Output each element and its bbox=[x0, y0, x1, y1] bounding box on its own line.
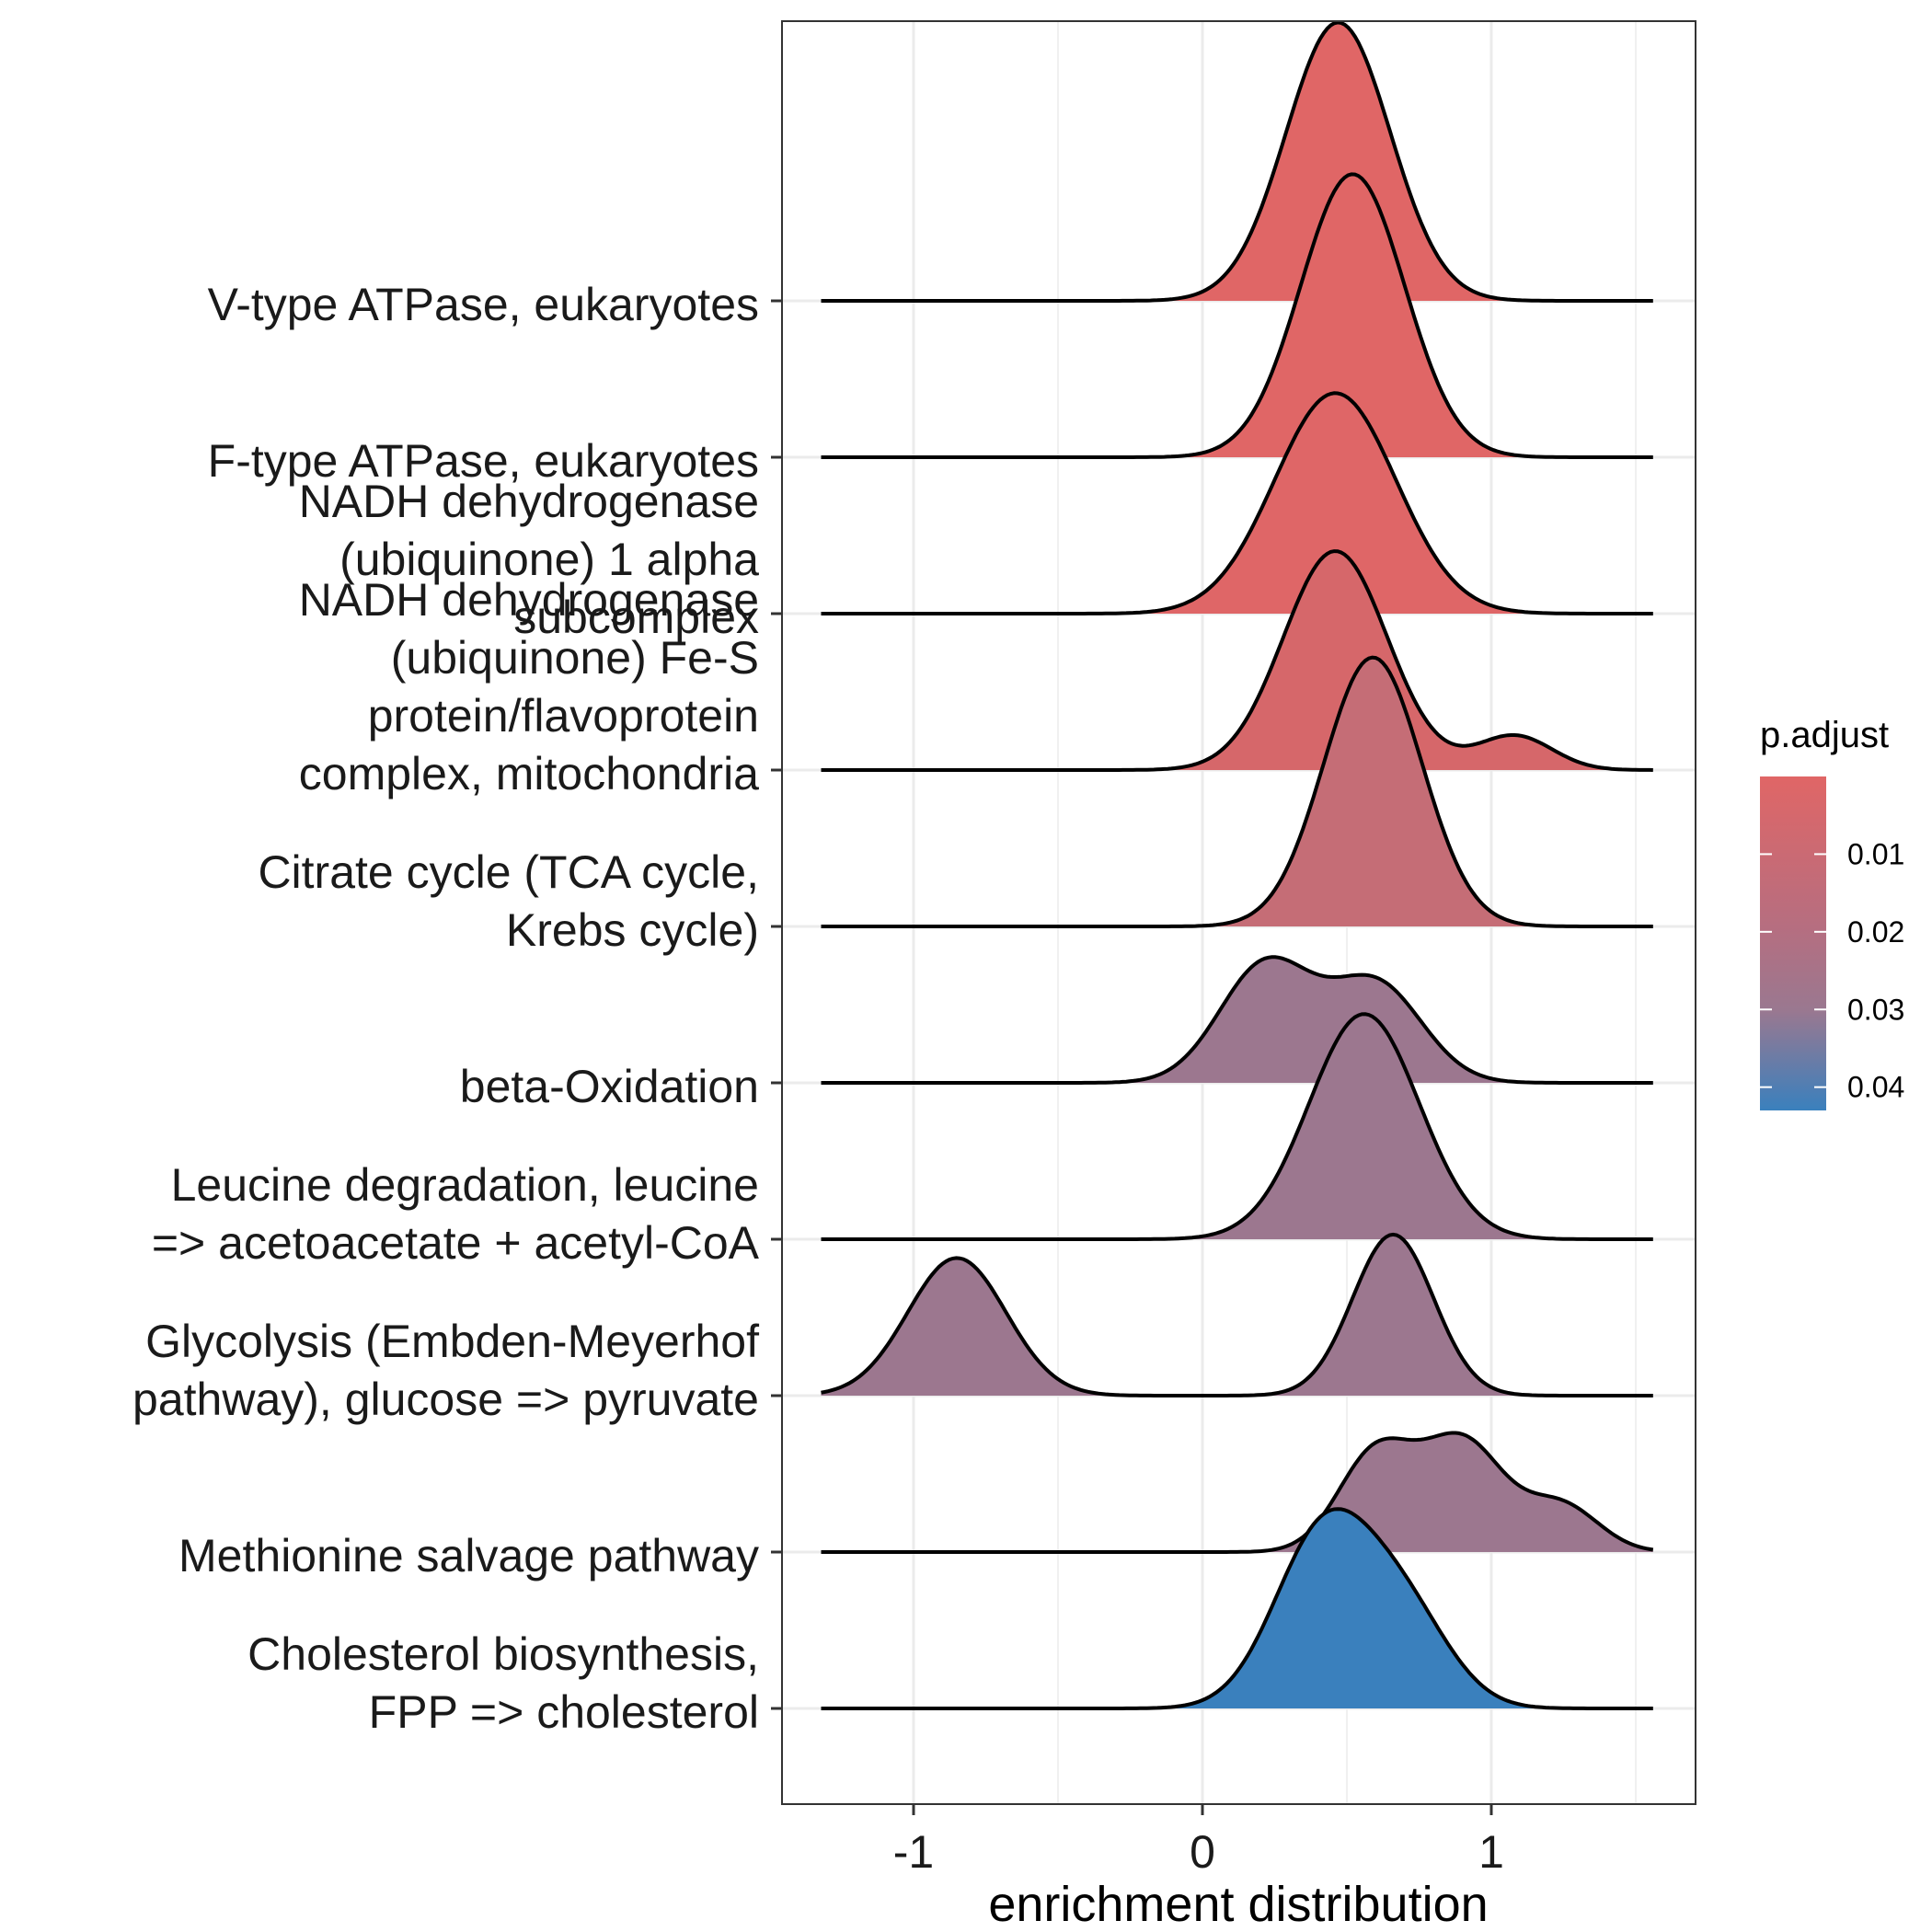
ridge-3 bbox=[821, 391, 1653, 615]
y-tick-label: Leucine degradation, leucine bbox=[171, 1159, 759, 1211]
y-tick-label: NADH dehydrogenase bbox=[299, 574, 759, 626]
y-tick-label: subcomplex bbox=[513, 592, 759, 643]
y-tick-label: pathway), glucose => pyruvate bbox=[132, 1374, 759, 1425]
ridges bbox=[821, 20, 1654, 1710]
x-tick-label: 0 bbox=[1190, 1826, 1215, 1878]
y-axis: V-type ATPase, eukaryotes F-type ATPase, … bbox=[132, 279, 782, 1738]
ridge-7 bbox=[821, 1012, 1653, 1241]
ridge-5 bbox=[821, 655, 1653, 928]
y-tick-label: protein/flavoprotein bbox=[368, 690, 759, 742]
legend-title: p.adjust bbox=[1760, 715, 1889, 755]
y-tick-label: FPP => cholesterol bbox=[369, 1686, 759, 1738]
ridge-outline bbox=[821, 1507, 1653, 1710]
y-tick-label: Krebs cycle) bbox=[506, 904, 759, 956]
ridge-1 bbox=[821, 20, 1653, 303]
ridge-8 bbox=[821, 1232, 1653, 1397]
y-tick-label: (ubiquinone) Fe-S bbox=[391, 632, 759, 684]
y-tick-label: Citrate cycle (TCA cycle, bbox=[258, 846, 759, 898]
ridge-outline bbox=[821, 391, 1653, 615]
ridge-fill bbox=[821, 393, 1653, 614]
ridge-outline bbox=[821, 955, 1653, 1085]
y-tick-label: V-type ATPase, eukaryotes bbox=[208, 279, 759, 330]
legend-tick-label: 0.03 bbox=[1847, 993, 1904, 1026]
y-tick-label: beta-Oxidation bbox=[460, 1061, 759, 1112]
legend-ticks: 0.01 0.02 0.03 0.04 bbox=[1760, 837, 1904, 1104]
x-tick-label: -1 bbox=[893, 1826, 934, 1878]
y-tick-label: Cholesterol biosynthesis, bbox=[247, 1628, 759, 1680]
y-tick-label: NADH dehydrogenase bbox=[299, 476, 759, 527]
legend-colorbar bbox=[1760, 776, 1826, 1110]
legend-tick-label: 0.04 bbox=[1847, 1071, 1904, 1104]
ridge-6 bbox=[821, 955, 1653, 1085]
ridge-outline bbox=[821, 549, 1653, 772]
ridge-fill bbox=[821, 1234, 1653, 1396]
ridge-outline bbox=[821, 172, 1653, 459]
ridge-9 bbox=[821, 1431, 1654, 1554]
x-axis-title: enrichment distribution bbox=[988, 1877, 1488, 1932]
ridge-fill bbox=[821, 1509, 1653, 1708]
ridge-outline bbox=[821, 1232, 1653, 1397]
ridge-outline bbox=[821, 655, 1653, 928]
ridge-10 bbox=[821, 1507, 1653, 1710]
ridge-2 bbox=[821, 172, 1653, 459]
ridge-outline bbox=[821, 1012, 1653, 1241]
ridge-fill bbox=[821, 1432, 1653, 1552]
legend-tick-label: 0.01 bbox=[1847, 837, 1904, 870]
legend: p.adjust 0.01 0.02 0.03 0.04 bbox=[1760, 715, 1904, 1110]
y-tick-label: F-type ATPase, eukaryotes bbox=[208, 435, 759, 487]
x-axis: -1 0 1 bbox=[893, 1804, 1504, 1878]
ridge-fill bbox=[821, 1014, 1653, 1239]
y-tick-label: => acetoacetate + acetyl-CoA bbox=[152, 1217, 760, 1269]
ridge-outline bbox=[821, 1431, 1654, 1554]
y-tick-label: complex, mitochondria bbox=[299, 748, 759, 799]
ridge-fill bbox=[821, 657, 1653, 926]
y-tick-label: Methionine salvage pathway bbox=[178, 1530, 759, 1581]
y-tick-label: (ubiquinone) 1 alpha bbox=[339, 534, 759, 585]
y-tick-label: Glycolysis (Embden-Meyerhof bbox=[145, 1316, 759, 1367]
legend-tick-label: 0.02 bbox=[1847, 915, 1904, 949]
ridge-4 bbox=[821, 549, 1653, 772]
panel-border bbox=[781, 20, 1696, 1805]
ridge-outline bbox=[821, 20, 1653, 303]
x-tick-label: 1 bbox=[1478, 1826, 1504, 1878]
